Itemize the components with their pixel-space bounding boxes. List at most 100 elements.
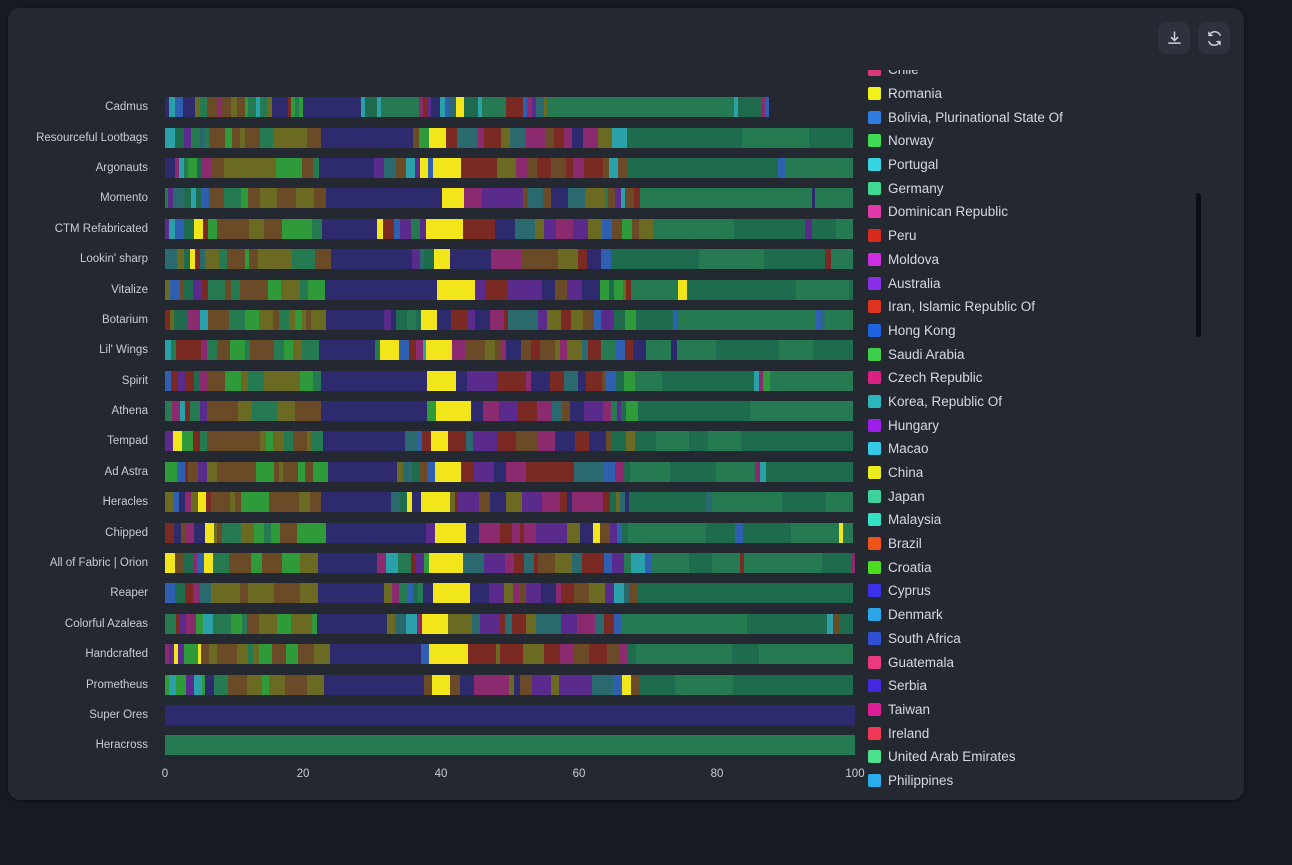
stacked-bar[interactable] xyxy=(165,431,855,452)
bar-segment[interactable] xyxy=(314,583,318,604)
bar-segment[interactable] xyxy=(489,309,505,330)
legend-item[interactable]: Malaysia xyxy=(868,508,1218,532)
bar-segment[interactable] xyxy=(213,370,225,391)
bar-segment[interactable] xyxy=(739,553,744,574)
bar-segment[interactable] xyxy=(217,461,234,482)
bar-segment[interactable] xyxy=(186,97,196,118)
bar-segment[interactable] xyxy=(423,583,434,604)
bar-segment[interactable] xyxy=(515,218,536,239)
bar-segment[interactable] xyxy=(420,644,429,665)
bar-segment[interactable] xyxy=(168,218,176,239)
bar-segment[interactable] xyxy=(299,279,308,300)
bar-segment[interactable] xyxy=(165,249,170,270)
bar-segment[interactable] xyxy=(506,492,522,513)
bar-segment[interactable] xyxy=(172,431,183,452)
bar-segment[interactable] xyxy=(426,218,435,239)
bar-segment[interactable] xyxy=(832,613,839,634)
bar-segment[interactable] xyxy=(243,157,260,178)
bar-segment[interactable] xyxy=(466,431,473,452)
stacked-bar[interactable] xyxy=(165,97,855,118)
bar-segment[interactable] xyxy=(550,157,566,178)
bar-segment[interactable] xyxy=(578,370,586,391)
bar-segment[interactable] xyxy=(432,157,462,178)
bar-segment[interactable] xyxy=(457,309,468,330)
bar-segment[interactable] xyxy=(246,674,262,695)
bar-segment[interactable] xyxy=(376,553,386,574)
bar-segment[interactable] xyxy=(299,583,315,604)
bar-segment[interactable] xyxy=(738,309,815,330)
bar-segment[interactable] xyxy=(652,218,673,239)
bar-segment[interactable] xyxy=(270,218,282,239)
bar-segment[interactable] xyxy=(520,674,533,695)
bar-segment[interactable] xyxy=(201,157,211,178)
bar-segment[interactable] xyxy=(321,492,392,513)
legend-item[interactable]: Chile xyxy=(868,70,1218,82)
bar-segment[interactable] xyxy=(226,249,245,270)
bar-segment[interactable] xyxy=(258,309,268,330)
bar-segment[interactable] xyxy=(202,279,208,300)
bar-segment[interactable] xyxy=(314,188,326,209)
download-button[interactable] xyxy=(1158,22,1190,54)
bar-segment[interactable] xyxy=(475,249,492,270)
bar-segment[interactable] xyxy=(550,370,564,391)
bar-segment[interactable] xyxy=(276,370,288,391)
bar-segment[interactable] xyxy=(397,553,411,574)
bar-segment[interactable] xyxy=(603,613,615,634)
bar-segment[interactable] xyxy=(602,218,613,239)
bar-segment[interactable] xyxy=(231,97,237,118)
bar-segment[interactable] xyxy=(165,553,175,574)
bar-segment[interactable] xyxy=(433,583,470,604)
bar-segment[interactable] xyxy=(165,218,169,239)
bar-segment[interactable] xyxy=(200,583,211,604)
bar-segment[interactable] xyxy=(849,492,854,513)
bar-segment[interactable] xyxy=(217,522,223,543)
bar-segment[interactable] xyxy=(448,613,469,634)
bar-segment[interactable] xyxy=(588,218,603,239)
bar-segment[interactable] xyxy=(281,279,300,300)
bar-segment[interactable] xyxy=(621,674,631,695)
bar-segment[interactable] xyxy=(582,553,604,574)
bar-segment[interactable] xyxy=(255,461,275,482)
bar-segment[interactable] xyxy=(172,401,181,422)
bar-segment[interactable] xyxy=(583,127,598,148)
bar-segment[interactable] xyxy=(165,127,175,148)
bar-segment[interactable] xyxy=(221,613,232,634)
bar-segment[interactable] xyxy=(426,461,436,482)
bar-segment[interactable] xyxy=(612,553,621,574)
bar-segment[interactable] xyxy=(165,279,170,300)
bar-segment[interactable] xyxy=(687,157,758,178)
bar-segment[interactable] xyxy=(585,370,602,391)
bar-segment[interactable] xyxy=(468,613,473,634)
bar-segment[interactable] xyxy=(268,674,285,695)
bar-segment[interactable] xyxy=(613,583,625,604)
bar-segment[interactable] xyxy=(499,644,508,665)
bar-segment[interactable] xyxy=(291,613,301,634)
bar-segment[interactable] xyxy=(165,309,171,330)
bar-segment[interactable] xyxy=(224,401,238,422)
bar-segment[interactable] xyxy=(174,644,179,665)
bar-segment[interactable] xyxy=(624,583,629,604)
bar-segment[interactable] xyxy=(295,218,302,239)
bar-segment[interactable] xyxy=(231,613,243,634)
bar-segment[interactable] xyxy=(311,218,322,239)
bar-segment[interactable] xyxy=(750,401,788,422)
bar-segment[interactable] xyxy=(237,401,252,422)
stacked-bar[interactable] xyxy=(165,583,855,604)
bar-segment[interactable] xyxy=(391,492,400,513)
bar-segment[interactable] xyxy=(560,583,574,604)
bar-segment[interactable] xyxy=(527,188,543,209)
bar-segment[interactable] xyxy=(504,309,509,330)
bar-segment[interactable] xyxy=(755,461,760,482)
bar-segment[interactable] xyxy=(537,309,547,330)
legend-item[interactable]: Dominican Republic xyxy=(868,200,1218,224)
bar-segment[interactable] xyxy=(688,431,709,452)
bar-segment[interactable] xyxy=(538,553,555,574)
bar-segment[interactable] xyxy=(435,461,461,482)
bar-segment[interactable] xyxy=(297,461,306,482)
bar-segment[interactable] xyxy=(233,461,243,482)
bar-segment[interactable] xyxy=(179,279,185,300)
bar-segment[interactable] xyxy=(307,674,324,695)
bar-segment[interactable] xyxy=(825,309,854,330)
bar-segment[interactable] xyxy=(178,370,185,391)
bar-segment[interactable] xyxy=(175,218,184,239)
